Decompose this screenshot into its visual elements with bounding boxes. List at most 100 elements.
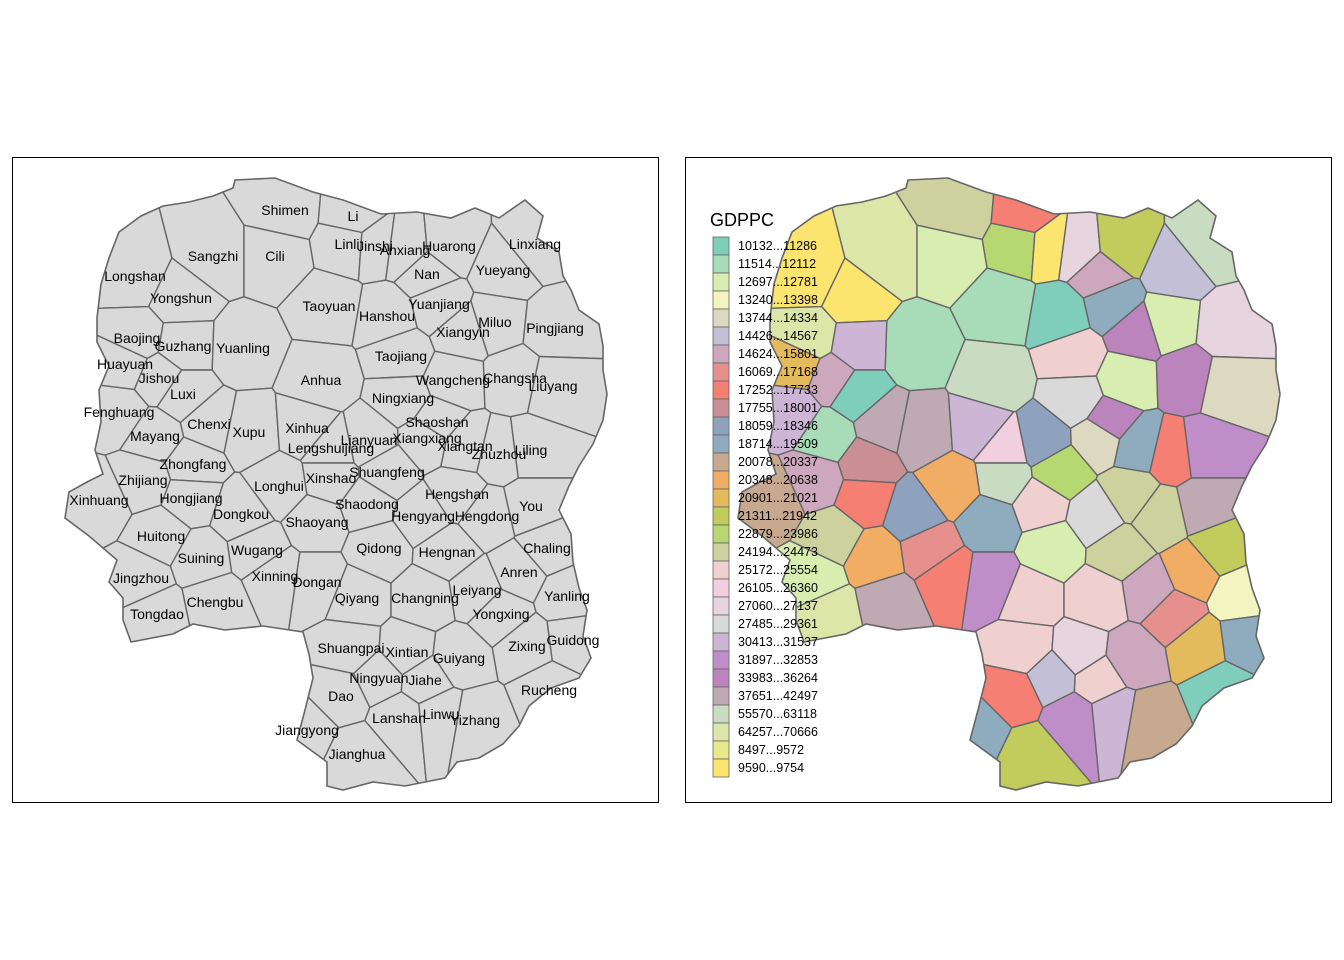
legend-swatch (712, 686, 730, 706)
province-outline (64, 177, 608, 791)
legend-label: 13240...13398 (738, 293, 818, 307)
county-label: Hengnan (419, 544, 476, 560)
legend-swatch (712, 740, 730, 760)
county-region (503, 660, 607, 790)
county-label: Liuyang (528, 378, 577, 394)
county-label: Dao (328, 688, 354, 704)
legend-label: 64257...70666 (738, 725, 818, 739)
legend-label: 20901...21021 (738, 491, 818, 505)
county-label: Xintian (386, 644, 429, 660)
gdppc-choropleth-map: GDPPC 10132...11286 11514...12112 12697...… (710, 177, 1281, 791)
legend-swatch (712, 398, 730, 418)
legend-swatch (712, 704, 730, 724)
county-label: Ningxiang (372, 390, 434, 406)
legend-label: 20348...20638 (738, 473, 818, 487)
county-label: Longshan (104, 268, 166, 284)
county-label: Anren (500, 564, 537, 580)
county-label: Taojiang (375, 348, 427, 364)
county-label: Yuanjiang (408, 296, 470, 312)
county-label: Wangcheng (416, 372, 490, 388)
county-label: You (519, 498, 543, 514)
county-label: Hanshou (359, 308, 415, 324)
legend-label: 13744...14334 (738, 311, 818, 325)
county-label: Hengdong (455, 508, 520, 524)
county-label: Linwu (423, 706, 460, 722)
legend-label: 30413...31537 (738, 635, 818, 649)
county-region (808, 658, 1013, 790)
county-label: Huitong (137, 528, 185, 544)
county-label: Zhongfang (160, 456, 227, 472)
county-label: Liling (515, 442, 548, 458)
county-label: Hengshan (425, 486, 489, 502)
county-label: Lanshan (372, 710, 426, 726)
county-label: Yongshun (150, 290, 212, 306)
county-label: Lianyuan (341, 432, 398, 448)
legend-swatch (712, 326, 730, 346)
county-label: Jinshi (357, 238, 393, 254)
county-label: Yueyang (476, 262, 531, 278)
county-label: Yizhang (450, 712, 500, 728)
county-label: Changning (391, 590, 459, 606)
county-label: Tongdao (130, 606, 184, 622)
county-label: Hongjiang (159, 490, 222, 506)
county-label: Yuanling (216, 340, 270, 356)
legend-label: 17755...18001 (738, 401, 818, 415)
county-label: Xupu (233, 424, 266, 440)
county-label: Jiangyong (275, 722, 339, 738)
legend-label: 14624...15801 (738, 347, 818, 361)
county-label: Leiyang (452, 582, 501, 598)
county-label: Jingzhou (113, 570, 169, 586)
legend-label: 12697...12781 (738, 275, 818, 289)
county-label: Xinshao (306, 470, 357, 486)
legend-swatch (712, 380, 730, 400)
county-label: Rucheng (521, 682, 577, 698)
county-label: Li (348, 208, 359, 224)
county-label: Huarong (422, 238, 476, 254)
legend-swatch (712, 452, 730, 472)
legend-swatch (712, 542, 730, 562)
legend-label: 31897...32853 (738, 653, 818, 667)
county-label: Fenghuang (84, 404, 155, 420)
legend-swatch (712, 578, 730, 598)
county-label: Guidong (547, 632, 600, 648)
county-label: Yanling (544, 588, 590, 604)
legend-swatch (712, 632, 730, 652)
legend-swatch (712, 434, 730, 454)
county-label: Taoyuan (303, 298, 356, 314)
legend-swatch (712, 416, 730, 436)
legend-label: 27485...29361 (738, 617, 818, 631)
county-region (978, 719, 1103, 790)
legend-swatch (712, 362, 730, 382)
county-label: Changsha (483, 370, 547, 386)
county-label: Shimen (261, 202, 308, 218)
county-label: Baojing (114, 330, 161, 346)
legend-label: 25172...25554 (738, 563, 818, 577)
county-label: Mayang (130, 428, 180, 444)
legend-label: 14426...14567 (738, 329, 818, 343)
legend-label: 9590...9754 (738, 761, 804, 775)
county-label: Qidong (356, 540, 401, 556)
legend-swatch (712, 254, 730, 274)
county-label: Pingjiang (526, 320, 584, 336)
county-label: Xinhuang (69, 492, 128, 508)
county-label: Sangzhi (188, 248, 239, 264)
county-label: Xinhua (285, 420, 329, 436)
county-label: Shaoshan (405, 414, 468, 430)
county-label: Suining (178, 550, 225, 566)
legend-label: 22879...23986 (738, 527, 818, 541)
county-label: Yongxing (472, 606, 529, 622)
legend-swatch (712, 668, 730, 688)
legend-label: 16069...17168 (738, 365, 818, 379)
legend-swatch (712, 470, 730, 490)
legend-swatch (712, 506, 730, 526)
county-label: Shaodong (335, 496, 399, 512)
county-label: Dongan (292, 574, 341, 590)
county-label: Jiahe (408, 672, 442, 688)
county-label: Longhui (254, 478, 304, 494)
legend-title: GDPPC (710, 210, 774, 230)
legend-label: 37651...42497 (738, 689, 818, 703)
county-label: Wugang (231, 542, 283, 558)
legend-label: 18059...18346 (738, 419, 818, 433)
gdppc-legend: GDPPC 10132...11286 11514...12112 12697...… (710, 210, 818, 778)
legend-swatch (712, 290, 730, 310)
